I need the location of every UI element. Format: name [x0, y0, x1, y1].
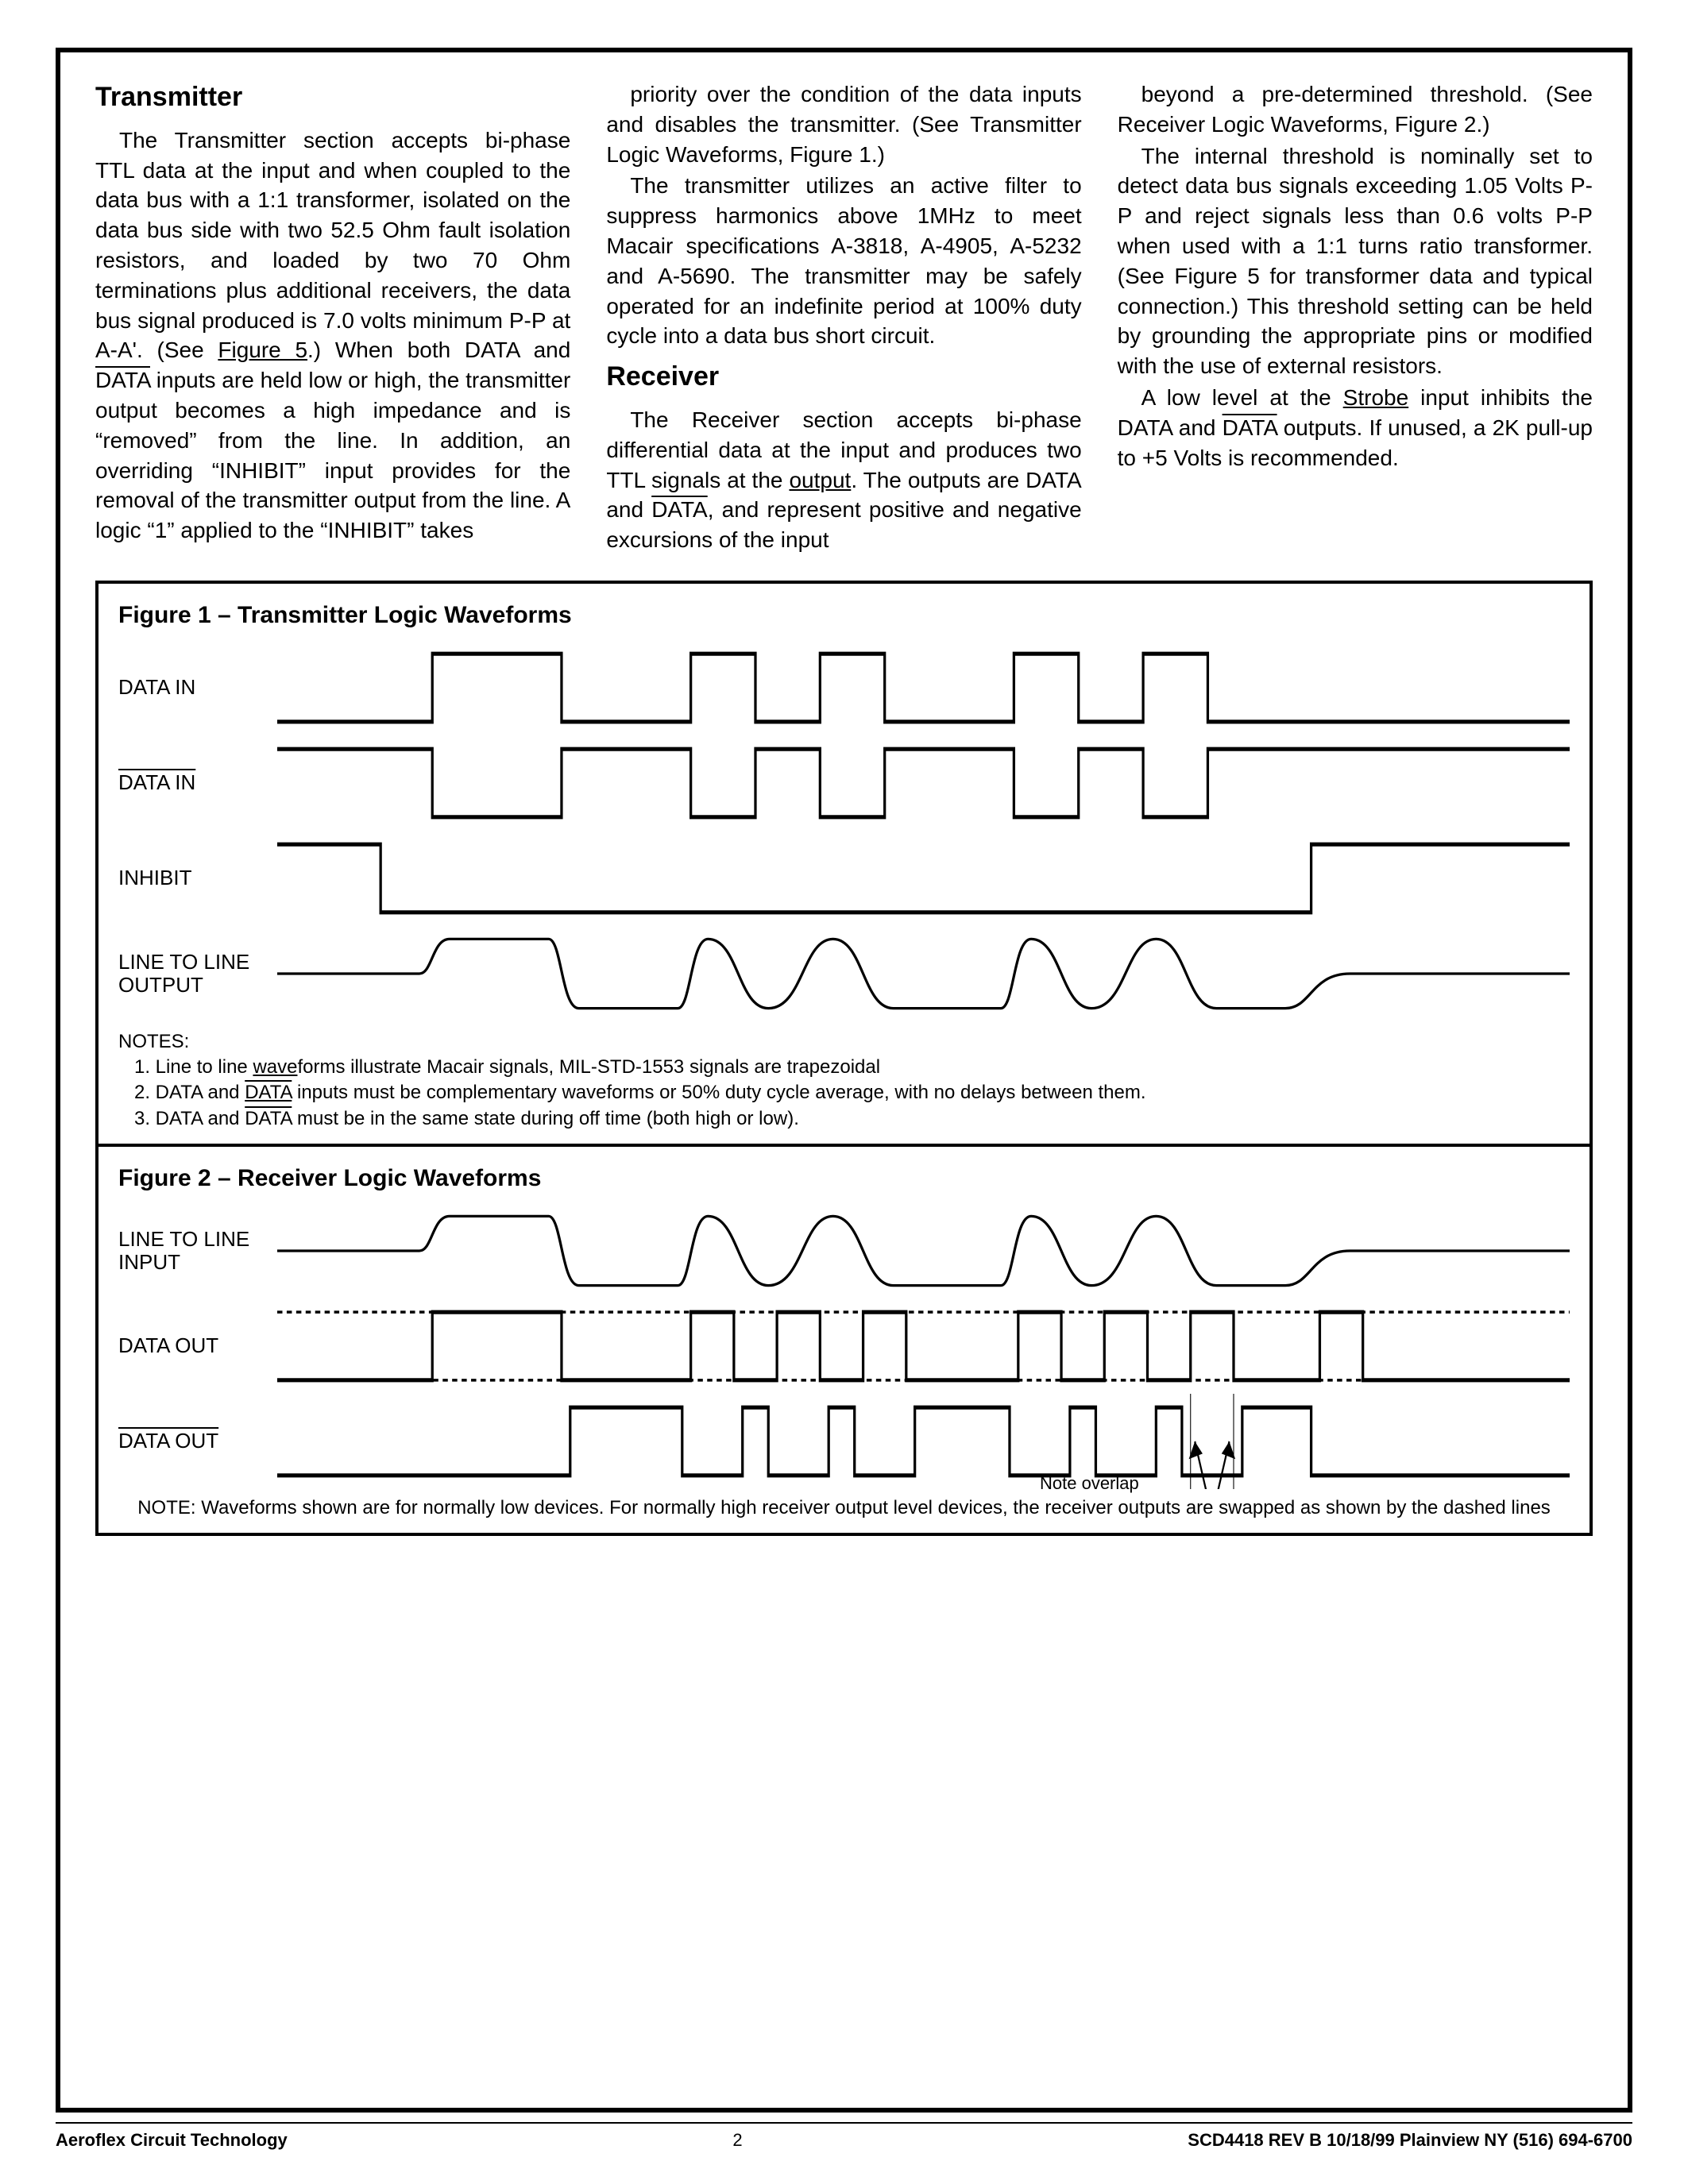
- t: must be in the same state during off tim…: [292, 1108, 799, 1129]
- note-2: 2. DATA and DATA inputs must be compleme…: [118, 1080, 1570, 1106]
- output-u: output: [789, 468, 851, 492]
- svg-data-in-bar: [277, 735, 1570, 831]
- col2-para2: The transmitter utilizes an active filte…: [606, 171, 1081, 351]
- page-content: Transmitter The Transmitter section acce…: [56, 48, 1632, 2152]
- label-line-in: LINE TO LINE INPUT: [118, 1228, 277, 1273]
- wave-inhibit: INHIBIT: [118, 831, 1570, 926]
- wave-data-in: DATA IN: [118, 640, 1570, 735]
- wave-data-out-bar: DATA OUT Note overlap: [118, 1394, 1570, 1489]
- svg-line-out: [277, 926, 1570, 1021]
- svg-data-out-bar: [277, 1394, 1570, 1489]
- col1-para1: The Transmitter section accepts bi-phase…: [95, 125, 570, 546]
- wave-data-in-bar: DATA IN: [118, 735, 1570, 831]
- column-3: beyond a pre-determined threshold. (See …: [1118, 79, 1593, 557]
- receiver-heading: Receiver: [606, 359, 1081, 396]
- transmitter-heading: Transmitter: [95, 79, 570, 116]
- strobe-u: Strobe: [1343, 385, 1409, 410]
- figure-2: Figure 2 – Receiver Logic Waveforms LINE…: [95, 1147, 1593, 1536]
- figure-1-title: Figure 1 – Transmitter Logic Waveforms: [118, 600, 1570, 632]
- t: DATA IN: [118, 770, 195, 794]
- data-bar: DATA: [651, 497, 708, 522]
- notes-heading: NOTES:: [118, 1029, 1570, 1055]
- text-columns: Transmitter The Transmitter section acce…: [95, 79, 1593, 557]
- t: inputs must be complementary waveforms o…: [292, 1082, 1145, 1103]
- footer-right: SCD4418 REV B 10/18/99 Plainview NY (516…: [1188, 2128, 1632, 2152]
- svg-data-in: [277, 640, 1570, 735]
- footer-page-number: 2: [732, 2128, 742, 2152]
- t: DATA: [245, 1108, 292, 1129]
- data-bar: DATA: [1223, 415, 1277, 440]
- t: 2. DATA and: [134, 1082, 245, 1103]
- figure-1: Figure 1 – Transmitter Logic Waveforms D…: [95, 581, 1593, 1147]
- note-overlap: Note overlap: [1040, 1472, 1139, 1495]
- t: forms illustrate Macair signals, MIL-STD…: [297, 1056, 880, 1078]
- t: .) When both DATA and: [307, 338, 570, 362]
- label-data-in-bar: DATA IN: [118, 771, 277, 794]
- label-line-out: LINE TO LINE OUTPUT: [118, 951, 277, 996]
- t: inputs are held low or high, the transmi…: [95, 368, 570, 542]
- column-2: priority over the condition of the data …: [606, 79, 1081, 557]
- svg-data-out: [277, 1298, 1570, 1394]
- label-inhibit: INHIBIT: [118, 866, 277, 889]
- figure-2-title: Figure 2 – Receiver Logic Waveforms: [118, 1163, 1570, 1195]
- wave-line-in: LINE TO LINE INPUT: [118, 1203, 1570, 1298]
- page-footer: Aeroflex Circuit Technology 2 SCD4418 RE…: [56, 2122, 1632, 2152]
- footer-left: Aeroflex Circuit Technology: [56, 2128, 288, 2152]
- t: DATA OUT: [118, 1429, 218, 1453]
- col3-para1: beyond a pre-determined threshold. (See …: [1118, 79, 1593, 140]
- col3-para3: A low level at the Strobe input inhibits…: [1118, 383, 1593, 473]
- label-data-in: DATA IN: [118, 676, 277, 699]
- t: wave: [253, 1056, 297, 1078]
- t: DATA: [245, 1082, 292, 1103]
- wave-line-out: LINE TO LINE OUTPUT: [118, 926, 1570, 1021]
- figure-2-note: NOTE: Waveforms shown are for normally l…: [118, 1495, 1570, 1521]
- svg-inhibit: [277, 831, 1570, 926]
- t: The Transmitter section accepts bi-phase…: [95, 128, 570, 363]
- figure5-link: Figure 5: [218, 338, 307, 362]
- wave-data-out: DATA OUT: [118, 1298, 1570, 1394]
- note-1: 1. Line to line waveforms illustrate Mac…: [118, 1055, 1570, 1080]
- label-data-out-bar: DATA OUT: [118, 1430, 277, 1453]
- figure-1-notes: NOTES: 1. Line to line waveforms illustr…: [118, 1029, 1570, 1133]
- svg-line-in: [277, 1203, 1570, 1298]
- label-data-out: DATA OUT: [118, 1334, 277, 1357]
- t: A low level at the: [1141, 385, 1343, 410]
- t: 1. Line to line: [134, 1056, 253, 1078]
- col2-para3: The Receiver section accepts bi-phase di…: [606, 405, 1081, 555]
- t: 3. DATA and: [134, 1108, 245, 1129]
- data-bar: DATA: [95, 368, 150, 392]
- note-3: 3. DATA and DATA must be in the same sta…: [118, 1106, 1570, 1132]
- col2-para1: priority over the condition of the data …: [606, 79, 1081, 169]
- col3-para2: The internal threshold is nominally set …: [1118, 141, 1593, 381]
- column-1: Transmitter The Transmitter section acce…: [95, 79, 570, 557]
